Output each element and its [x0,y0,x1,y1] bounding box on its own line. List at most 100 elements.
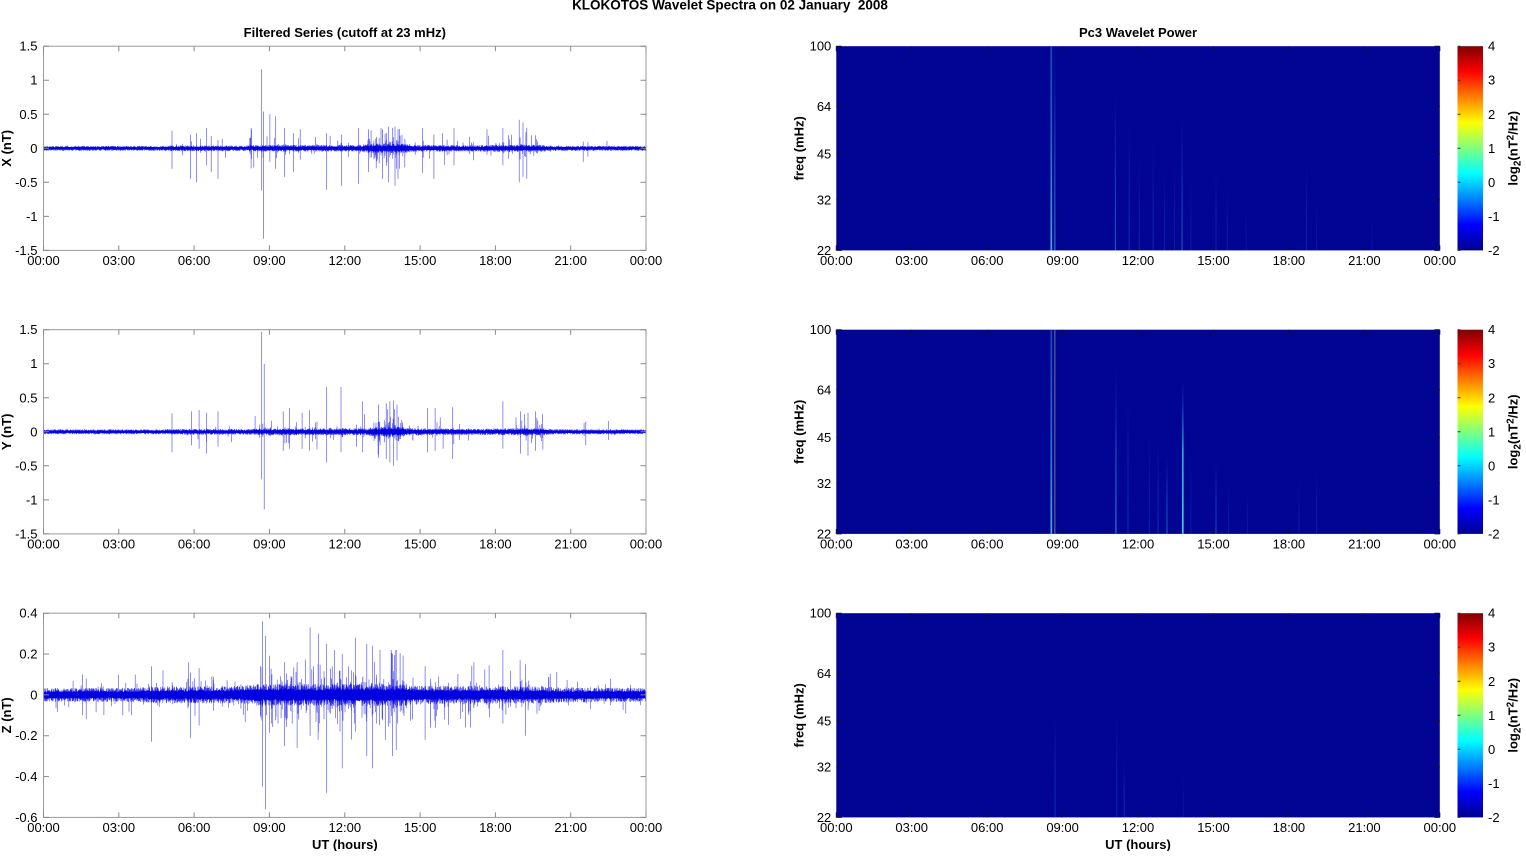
svg-text:-2: -2 [1488,810,1500,825]
svg-text:-1.5: -1.5 [15,243,37,258]
svg-text:03:00: 03:00 [895,820,928,835]
svg-text:2: 2 [1488,674,1495,689]
svg-text:15:00: 15:00 [1197,820,1230,835]
svg-text:22: 22 [817,810,831,825]
svg-text:32: 32 [817,476,831,491]
svg-text:freq (mHz): freq (mHz) [791,683,806,747]
svg-text:KLOKOTOS Wavelet Spectra on 02: KLOKOTOS Wavelet Spectra on 02 January 2… [572,0,888,13]
svg-text:00:00: 00:00 [630,536,663,551]
svg-text:06:00: 06:00 [178,820,211,835]
svg-text:22: 22 [817,526,831,541]
svg-text:0.2: 0.2 [19,647,37,662]
svg-text:-1: -1 [1488,776,1500,791]
svg-text:00:00: 00:00 [27,253,60,268]
svg-text:1.5: 1.5 [19,322,37,337]
svg-text:15:00: 15:00 [404,536,437,551]
svg-text:21:00: 21:00 [1348,820,1381,835]
svg-text:0.4: 0.4 [19,606,37,621]
svg-text:21:00: 21:00 [1348,253,1381,268]
svg-text:-1: -1 [26,492,38,507]
svg-text:18:00: 18:00 [479,253,512,268]
svg-text:64: 64 [817,382,831,397]
svg-text:09:00: 09:00 [1046,253,1079,268]
svg-text:15:00: 15:00 [1197,253,1230,268]
svg-text:-2: -2 [1488,243,1500,258]
svg-text:1: 1 [1488,141,1495,156]
svg-text:15:00: 15:00 [404,820,437,835]
svg-text:22: 22 [817,243,831,258]
svg-text:12:00: 12:00 [1122,536,1155,551]
svg-text:Z (nT): Z (nT) [0,697,14,733]
svg-text:3: 3 [1488,356,1495,371]
svg-text:00:00: 00:00 [1424,820,1457,835]
svg-text:1: 1 [1488,708,1495,723]
svg-text:32: 32 [817,192,831,207]
svg-text:21:00: 21:00 [554,820,587,835]
svg-text:log2(nT2/Hz): log2(nT2/Hz) [1506,394,1524,469]
svg-text:00:00: 00:00 [27,536,60,551]
svg-text:00:00: 00:00 [630,253,663,268]
svg-text:0.5: 0.5 [19,390,37,405]
svg-text:100: 100 [810,322,832,337]
svg-text:freq (mHz): freq (mHz) [791,400,806,464]
svg-text:12:00: 12:00 [1122,253,1155,268]
svg-text:log2(nT2/Hz): log2(nT2/Hz) [1506,111,1524,186]
svg-text:64: 64 [817,99,831,114]
svg-text:06:00: 06:00 [971,253,1004,268]
svg-text:18:00: 18:00 [1273,820,1306,835]
svg-text:00:00: 00:00 [1424,253,1457,268]
svg-text:UT (hours): UT (hours) [312,837,378,851]
svg-text:15:00: 15:00 [404,253,437,268]
svg-text:45: 45 [817,430,831,445]
svg-text:100: 100 [810,39,832,54]
svg-text:-1: -1 [1488,209,1500,224]
svg-text:32: 32 [817,759,831,774]
svg-text:15:00: 15:00 [1197,536,1230,551]
svg-text:18:00: 18:00 [479,820,512,835]
svg-text:0: 0 [30,141,37,156]
svg-text:Pc3 Wavelet Power: Pc3 Wavelet Power [1079,25,1197,40]
svg-text:2: 2 [1488,107,1495,122]
svg-text:03:00: 03:00 [103,253,136,268]
svg-text:45: 45 [817,146,831,161]
svg-text:1: 1 [30,356,37,371]
svg-text:18:00: 18:00 [1273,253,1306,268]
svg-text:4: 4 [1488,606,1495,621]
svg-text:-1: -1 [26,209,38,224]
svg-text:3: 3 [1488,640,1495,655]
svg-text:06:00: 06:00 [971,536,1004,551]
svg-text:1: 1 [1488,424,1495,439]
svg-text:0: 0 [1488,458,1495,473]
svg-text:100: 100 [810,606,832,621]
svg-text:0: 0 [1488,175,1495,190]
svg-text:-0.5: -0.5 [15,458,37,473]
svg-text:09:00: 09:00 [253,820,286,835]
svg-text:45: 45 [817,713,831,728]
svg-text:03:00: 03:00 [103,536,136,551]
svg-text:0: 0 [1488,742,1495,757]
svg-text:1.5: 1.5 [19,39,37,54]
svg-text:-1: -1 [1488,492,1500,507]
svg-text:-0.6: -0.6 [15,810,37,825]
svg-text:09:00: 09:00 [1046,536,1079,551]
svg-text:06:00: 06:00 [971,820,1004,835]
svg-text:21:00: 21:00 [1348,536,1381,551]
svg-text:00:00: 00:00 [27,820,60,835]
svg-text:-1.5: -1.5 [15,526,37,541]
svg-text:-0.2: -0.2 [15,728,37,743]
svg-text:64: 64 [817,666,831,681]
svg-text:06:00: 06:00 [178,536,211,551]
svg-text:4: 4 [1488,322,1495,337]
svg-text:18:00: 18:00 [1273,536,1306,551]
svg-text:03:00: 03:00 [895,536,928,551]
svg-text:12:00: 12:00 [329,253,362,268]
svg-text:0: 0 [30,424,37,439]
svg-text:03:00: 03:00 [895,253,928,268]
svg-text:09:00: 09:00 [253,253,286,268]
svg-text:freq (mHz): freq (mHz) [791,116,806,180]
svg-text:12:00: 12:00 [1122,820,1155,835]
svg-text:UT (hours): UT (hours) [1105,837,1171,851]
svg-text:00:00: 00:00 [820,536,853,551]
svg-text:00:00: 00:00 [630,820,663,835]
svg-text:03:00: 03:00 [103,820,136,835]
